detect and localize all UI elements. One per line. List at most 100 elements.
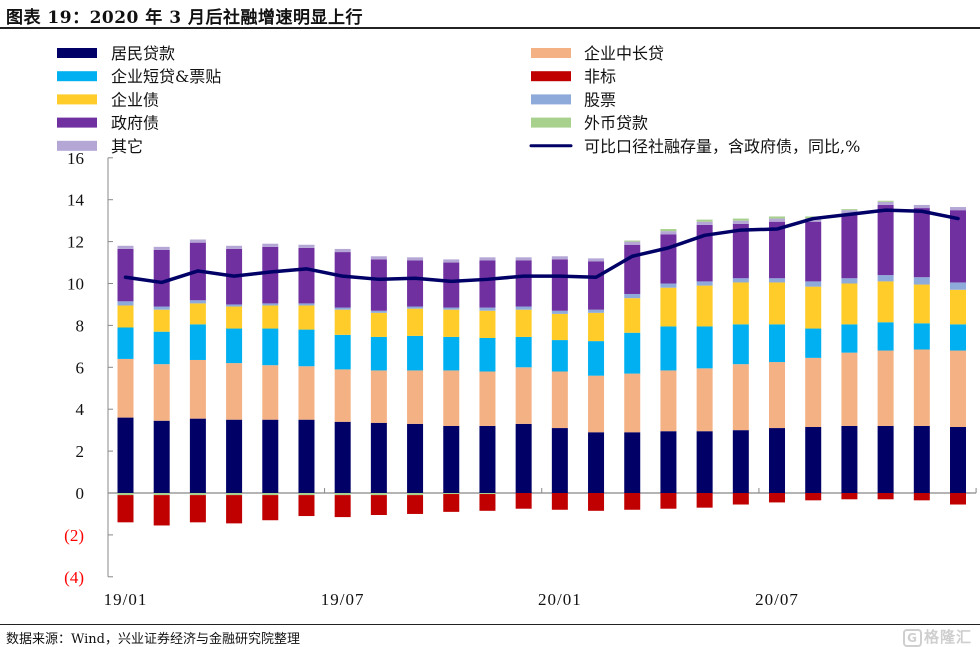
bar-segment bbox=[515, 423, 532, 493]
bar-segment bbox=[479, 337, 496, 372]
bar-segment bbox=[624, 241, 641, 245]
bar-segment bbox=[913, 284, 930, 324]
bar-segment bbox=[551, 428, 568, 493]
bar-segment bbox=[298, 419, 315, 493]
bar-stack-19-07 bbox=[334, 248, 351, 518]
bar-segment bbox=[696, 493, 713, 508]
bar-segment bbox=[551, 340, 568, 372]
bar-segment bbox=[551, 259, 568, 311]
legend-label: 企业中长贷 bbox=[584, 44, 664, 63]
bar-segment bbox=[443, 425, 460, 493]
bar-segment bbox=[117, 245, 134, 249]
bar-segment bbox=[732, 364, 749, 431]
title-rule bbox=[0, 27, 980, 29]
y-tick-label: 14 bbox=[67, 191, 85, 210]
bar-segment bbox=[262, 493, 279, 496]
bar-segment bbox=[298, 247, 315, 304]
legend-label: 非标 bbox=[584, 67, 616, 86]
bar-segment bbox=[407, 335, 424, 371]
bar-segment bbox=[153, 249, 170, 307]
bar-segment bbox=[732, 218, 749, 221]
bar-segment bbox=[443, 494, 460, 512]
y-tick-label: 6 bbox=[76, 358, 85, 377]
bar-segment bbox=[298, 244, 315, 248]
bar-segment bbox=[479, 371, 496, 426]
bar-segment bbox=[117, 358, 134, 418]
bar-segment bbox=[805, 427, 822, 493]
bar-segment bbox=[334, 495, 351, 518]
bar-stack-20-08 bbox=[805, 216, 822, 501]
bar-segment bbox=[588, 309, 605, 313]
x-tick-label: 19/01 bbox=[104, 590, 148, 609]
bar-segment bbox=[515, 260, 532, 307]
bar-segment bbox=[588, 375, 605, 433]
bar-segment bbox=[660, 287, 677, 327]
bar-segment bbox=[769, 221, 786, 279]
legend-swatch bbox=[57, 117, 97, 128]
legend-swatch bbox=[57, 71, 97, 82]
bar-segment bbox=[841, 209, 858, 211]
bar-segment bbox=[262, 246, 279, 304]
bar-segment bbox=[189, 324, 206, 360]
bar-segment bbox=[262, 305, 279, 329]
legend-swatch bbox=[57, 140, 97, 151]
bar-stack-20-07 bbox=[769, 216, 786, 503]
bar-segment bbox=[769, 493, 786, 503]
bar-segment bbox=[769, 282, 786, 325]
bar-stack-19-02 bbox=[153, 246, 170, 526]
bar-segment bbox=[153, 493, 170, 496]
legend-label: 政府债 bbox=[111, 114, 159, 133]
bar-segment bbox=[877, 322, 894, 351]
bar-segment bbox=[841, 283, 858, 325]
bar-segment bbox=[226, 363, 243, 420]
bar-segment bbox=[624, 293, 641, 299]
bar-stack-20-04 bbox=[660, 229, 677, 509]
bar-segment bbox=[298, 305, 315, 330]
bar-segment bbox=[769, 218, 786, 222]
bar-segment bbox=[153, 331, 170, 365]
bar-segment bbox=[407, 257, 424, 261]
bar-segment bbox=[588, 432, 605, 493]
bar-segment bbox=[117, 301, 134, 306]
bar-segment bbox=[696, 219, 713, 222]
bar-segment bbox=[334, 307, 351, 310]
bar-stack-19-11 bbox=[479, 257, 496, 511]
bar-segment bbox=[913, 208, 930, 278]
bar-segment bbox=[696, 221, 713, 225]
bar-segment bbox=[370, 256, 387, 260]
bar-segment bbox=[117, 417, 134, 493]
legend-swatch bbox=[531, 94, 571, 105]
bar-segment bbox=[189, 239, 206, 243]
bar-stack-20-12 bbox=[950, 207, 966, 505]
bar-segment bbox=[950, 207, 966, 211]
bar-segment bbox=[877, 200, 894, 202]
y-tick-label: (4) bbox=[64, 568, 84, 587]
bar-stack-19-12 bbox=[515, 257, 532, 509]
bar-segment bbox=[189, 495, 206, 523]
legend-swatch bbox=[531, 117, 571, 128]
bar-segment bbox=[334, 252, 351, 308]
bar-segment bbox=[226, 495, 243, 524]
bar-segment bbox=[769, 362, 786, 429]
bar-segment bbox=[515, 336, 532, 368]
bar-segment bbox=[841, 352, 858, 426]
bar-segment bbox=[226, 493, 243, 496]
bar-segment bbox=[298, 366, 315, 420]
bar-segment bbox=[913, 493, 930, 501]
bar-segment bbox=[226, 306, 243, 329]
bar-segment bbox=[117, 493, 134, 496]
bar-segment bbox=[226, 419, 243, 493]
bar-segment bbox=[877, 493, 894, 500]
bar-segment bbox=[443, 336, 460, 371]
bar-segment bbox=[443, 370, 460, 426]
bar-segment bbox=[841, 425, 858, 493]
bar-segment bbox=[913, 349, 930, 426]
bar-stack-20-01 bbox=[551, 256, 568, 510]
bar-stack-20-05 bbox=[696, 219, 713, 508]
line-series bbox=[123, 208, 960, 285]
bar-stack-20-10 bbox=[877, 200, 894, 500]
bar-segment bbox=[479, 260, 496, 308]
bar-segment bbox=[732, 278, 749, 283]
